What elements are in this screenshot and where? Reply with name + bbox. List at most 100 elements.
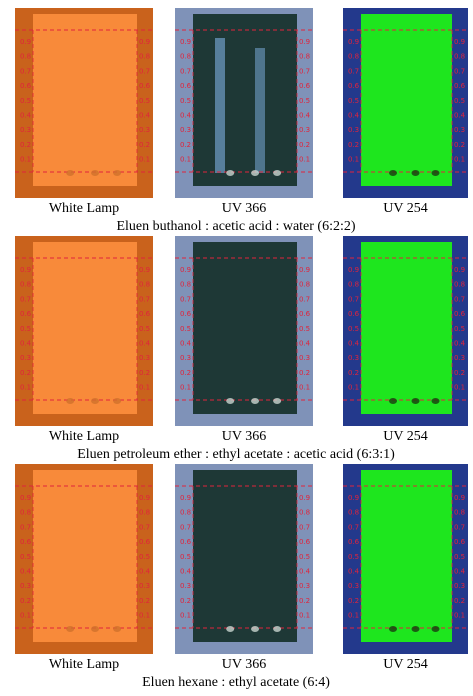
- rf-scale-label: 0.9: [299, 38, 310, 46]
- rf-scale-label: 0.5: [20, 325, 31, 333]
- sample-spot: [91, 170, 99, 176]
- rf-scale-label: 0.8: [139, 509, 150, 517]
- rf-scale-label: 0.7: [299, 67, 310, 75]
- rf-scale-label: 0.1: [454, 156, 465, 164]
- rf-scale-label: 0.8: [139, 53, 150, 61]
- sample-spot: [432, 626, 440, 632]
- rf-scale-label: 0.9: [20, 38, 31, 46]
- sample-spot: [66, 398, 74, 404]
- rf-scale-label: 0.9: [299, 494, 310, 502]
- rf-scale-label: 0.1: [299, 612, 310, 620]
- tlc-plate: [193, 242, 297, 414]
- tlc-plate: [33, 242, 137, 414]
- sample-spot: [432, 170, 440, 176]
- rf-scale-label: 0.1: [20, 612, 31, 620]
- rf-scale-label: 0.8: [348, 53, 359, 61]
- rf-scale-label: 0.2: [299, 141, 310, 149]
- rf-scale-label: 0.1: [348, 384, 359, 392]
- rf-scale-label: 0.1: [20, 384, 31, 392]
- sample-spot: [273, 398, 281, 404]
- sample-spot: [412, 170, 420, 176]
- panel-label: White Lamp: [49, 429, 119, 444]
- rf-scale-label: 0.4: [20, 112, 32, 120]
- rf-scale-label: 0.5: [299, 97, 310, 105]
- rf-scale-label: 0.4: [139, 568, 151, 576]
- rf-scale-label: 0.1: [299, 156, 310, 164]
- rf-scale-label: 0.8: [20, 281, 31, 289]
- rf-scale-label: 0.8: [139, 281, 150, 289]
- tlc-plate: [361, 242, 452, 414]
- rf-scale-label: 0.6: [348, 310, 360, 318]
- fluorescent-streak: [255, 48, 265, 173]
- rf-scale-label: 0.5: [454, 97, 465, 105]
- sample-spot: [66, 170, 74, 176]
- rf-scale-label: 0.8: [299, 281, 310, 289]
- rf-scale-label: 0.6: [454, 538, 466, 546]
- rf-scale-label: 0.7: [299, 295, 310, 303]
- rf-scale-label: 0.1: [180, 612, 191, 620]
- rf-scale-label: 0.1: [454, 384, 465, 392]
- rf-scale-label: 0.7: [139, 295, 150, 303]
- sample-spot: [113, 398, 121, 404]
- rf-scale-label: 0.4: [299, 112, 311, 120]
- rf-scale-label: 0.8: [180, 53, 191, 61]
- rf-scale-label: 0.6: [180, 538, 192, 546]
- sample-spot: [226, 170, 234, 176]
- rf-scale-label: 0.2: [180, 597, 191, 605]
- rf-scale-label: 0.4: [180, 112, 192, 120]
- sample-spot: [273, 626, 281, 632]
- rf-scale-label: 0.2: [20, 141, 31, 149]
- rf-scale-label: 0.1: [20, 156, 31, 164]
- rf-scale-label: 0.6: [180, 310, 192, 318]
- rf-scale-label: 0.7: [180, 523, 191, 531]
- rf-scale-label: 0.5: [180, 325, 191, 333]
- rf-scale-label: 0.7: [454, 295, 465, 303]
- rf-scale-label: 0.8: [20, 53, 31, 61]
- rf-scale-label: 0.2: [139, 369, 150, 377]
- rf-scale-label: 0.7: [348, 523, 359, 531]
- tlc-plate: [33, 14, 137, 186]
- rf-scale-label: 0.4: [348, 568, 360, 576]
- rf-scale-label: 0.3: [180, 354, 191, 362]
- rf-scale-label: 0.8: [454, 509, 465, 517]
- rf-scale-label: 0.1: [180, 384, 191, 392]
- rf-scale-label: 0.6: [20, 310, 32, 318]
- rf-scale-label: 0.1: [139, 156, 150, 164]
- rf-scale-label: 0.6: [180, 82, 192, 90]
- sample-spot: [412, 398, 420, 404]
- rf-scale-label: 0.2: [348, 597, 359, 605]
- panel-label: UV 254: [383, 201, 427, 216]
- rf-scale-label: 0.9: [20, 266, 31, 274]
- rf-scale-label: 0.7: [180, 295, 191, 303]
- rf-scale-label: 0.2: [180, 141, 191, 149]
- rf-scale-label: 0.4: [454, 340, 466, 348]
- rf-scale-label: 0.5: [299, 325, 310, 333]
- rf-scale-label: 0.8: [348, 509, 359, 517]
- sample-spot: [226, 626, 234, 632]
- figure: 0.9 0.9 0.8 0.8 0.7 0.7 0.6 0.6 0.5 0.5 0.4 0.4 0.3 0…: [0, 0, 473, 696]
- rf-scale-label: 0.6: [299, 538, 311, 546]
- rf-scale-label: 0.1: [299, 384, 310, 392]
- rf-scale-label: 0.5: [20, 553, 31, 561]
- rf-scale-label: 0.9: [180, 494, 191, 502]
- sample-spot: [113, 626, 121, 632]
- rf-scale-label: 0.7: [348, 295, 359, 303]
- rf-scale-label: 0.4: [20, 568, 32, 576]
- rf-scale-label: 0.8: [20, 509, 31, 517]
- sample-spot: [66, 626, 74, 632]
- rf-scale-label: 0.2: [454, 597, 465, 605]
- panel-label: UV 366: [222, 429, 266, 444]
- rf-scale-label: 0.7: [348, 67, 359, 75]
- rf-scale-label: 0.6: [299, 82, 311, 90]
- rf-scale-label: 0.7: [20, 295, 31, 303]
- rf-scale-label: 0.4: [454, 568, 466, 576]
- eluent-caption: Eluen hexane : ethyl acetate (6:4): [142, 675, 330, 690]
- panel-label: UV 366: [222, 657, 266, 672]
- sample-spot: [251, 398, 259, 404]
- tlc-plate: [193, 470, 297, 642]
- rf-scale-label: 0.1: [139, 612, 150, 620]
- rf-scale-label: 0.3: [20, 126, 31, 134]
- sample-spot: [412, 626, 420, 632]
- sample-spot: [251, 170, 259, 176]
- eluent-caption: Eluen buthanol : acetic acid : water (6:…: [116, 219, 355, 234]
